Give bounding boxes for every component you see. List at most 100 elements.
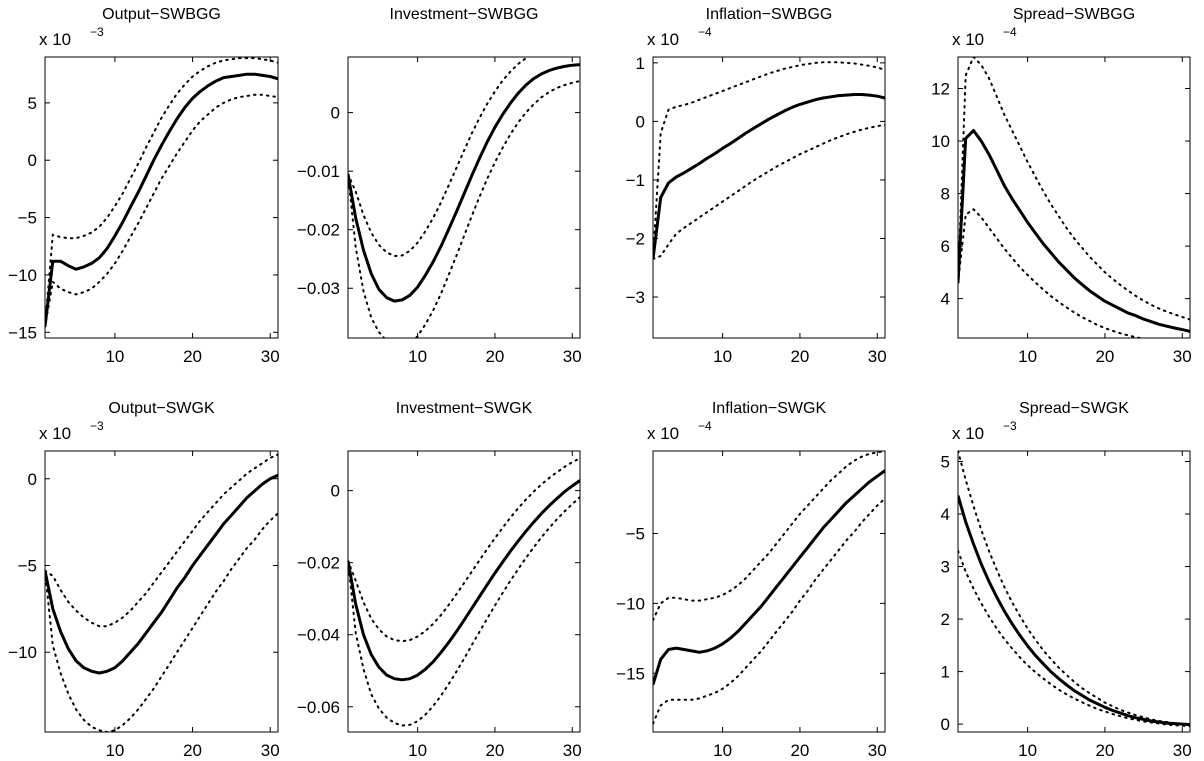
y-tick-label: 0 <box>636 112 645 131</box>
panel-title: Spread−SWGK <box>1019 400 1129 417</box>
x-tick-label: 20 <box>485 347 504 366</box>
plot-area <box>45 57 278 328</box>
x-tick-label: 10 <box>1018 741 1037 760</box>
y-tick-label: 3 <box>941 558 950 577</box>
x-tick-label: 30 <box>868 741 887 760</box>
panel: 10 20 30 −10 −5 0 Output−SWGK x 10 −3 <box>8 400 280 760</box>
axis-multiplier: x 10 <box>647 424 679 443</box>
x-tick-label: 10 <box>713 741 732 760</box>
y-tick-label: 4 <box>941 290 950 309</box>
y-tick-label: −10 <box>616 594 645 613</box>
panel: 10 20 30 −0.06 −0.04 −0.02 0 Investment−SWGK <box>297 400 582 760</box>
y-tick-label: 4 <box>941 505 950 524</box>
axes-frame <box>957 56 1191 339</box>
upper-line <box>958 57 1190 321</box>
y-tick-label: −10 <box>8 643 37 662</box>
x-tick-label: 30 <box>563 741 582 760</box>
panel: 10 20 30 −15 −10 −5 Inflation−SWGK x 10 −4 <box>616 400 887 760</box>
lower-line <box>653 123 885 260</box>
plot-area <box>348 457 580 727</box>
y-tick-label: 0 <box>28 151 37 170</box>
axes-frame <box>957 450 1191 733</box>
lower-line <box>958 549 1190 728</box>
x-tick-label: 30 <box>1173 347 1192 366</box>
x-tick-label: 20 <box>790 347 809 366</box>
x-tick-label: 30 <box>563 347 582 366</box>
panel-title: Investment−SWGK <box>396 400 533 417</box>
y-tick-label: 1 <box>941 663 950 682</box>
axes-frame <box>347 450 581 733</box>
x-tick-label: 30 <box>261 347 280 366</box>
axis-multiplier: x 10 <box>39 424 71 443</box>
axes-frame <box>652 56 886 339</box>
lower-line <box>348 496 580 727</box>
x-tick-label: 10 <box>408 347 427 366</box>
x-tick-label: 20 <box>485 741 504 760</box>
axes-frame <box>44 56 279 339</box>
x-tick-label: 10 <box>713 347 732 366</box>
axis-multiplier: x 10 <box>39 30 71 49</box>
y-tick-label: −0.01 <box>297 162 340 181</box>
plot-area <box>45 453 278 732</box>
median-line <box>45 72 278 327</box>
upper-line <box>348 57 530 258</box>
axes-frame <box>347 56 581 339</box>
y-tick-label: 8 <box>941 185 950 204</box>
median-line <box>958 495 1190 727</box>
lower-line <box>45 93 278 328</box>
panel-title: Inflation−SWBGG <box>706 6 833 23</box>
x-tick-label: 10 <box>105 741 124 760</box>
panel-title: Output−SWGK <box>108 400 215 417</box>
y-tick-label: −3 <box>626 288 645 307</box>
upper-line <box>958 451 1190 726</box>
y-tick-label: −15 <box>8 323 37 342</box>
y-tick-label: −0.04 <box>297 626 340 645</box>
panel: 10 20 30 0 1 2 3 4 5 Spread−SWGK x 10 −3 <box>941 400 1192 760</box>
x-tick-label: 20 <box>183 347 202 366</box>
upper-line <box>45 57 278 328</box>
y-tick-label: −5 <box>18 209 37 228</box>
plot-area <box>958 451 1190 728</box>
panel-title: Spread−SWBGG <box>1013 6 1135 23</box>
axis-multiplier-exponent: −4 <box>698 25 712 39</box>
lower-line <box>958 208 1145 338</box>
panel-title: Output−SWBGG <box>102 6 221 23</box>
panel: 10 20 30 −3 −2 −1 0 1 Inflation−SWBGG x 10 −4 <box>626 6 887 366</box>
axes-frame <box>44 450 279 733</box>
axis-multiplier: x 10 <box>647 30 679 49</box>
upper-line <box>45 453 278 628</box>
y-tick-label: −1 <box>626 171 645 190</box>
x-tick-label: 10 <box>1018 347 1037 366</box>
y-tick-label: −2 <box>626 229 645 248</box>
axis-multiplier-exponent: −3 <box>90 419 104 433</box>
x-tick-label: 20 <box>1095 741 1114 760</box>
axis-multiplier-exponent: −3 <box>1003 419 1017 433</box>
median-line <box>348 479 580 682</box>
plot-area <box>348 57 580 338</box>
y-tick-label: 12 <box>931 80 950 99</box>
upper-line <box>653 451 885 622</box>
upper-line <box>348 457 580 643</box>
axis-multiplier-exponent: −4 <box>1003 25 1017 39</box>
y-tick-label: 6 <box>941 237 950 256</box>
y-tick-label: 2 <box>941 610 950 629</box>
y-tick-label: 0 <box>28 470 37 489</box>
plot-area <box>958 57 1190 338</box>
y-tick-label: 1 <box>636 54 645 73</box>
upper-line <box>653 61 885 260</box>
y-tick-label: −5 <box>626 524 645 543</box>
y-tick-label: −0.06 <box>297 698 340 717</box>
axis-multiplier-exponent: −4 <box>698 419 712 433</box>
panel-title: Investment−SWBGG <box>390 6 539 23</box>
y-tick-label: 0 <box>331 104 340 123</box>
x-tick-label: 10 <box>408 741 427 760</box>
y-tick-label: −10 <box>8 266 37 285</box>
y-tick-label: 0 <box>331 482 340 501</box>
y-tick-label: 5 <box>941 453 950 472</box>
median-line <box>653 469 885 685</box>
lower-line <box>45 512 278 732</box>
y-tick-label: 10 <box>931 132 950 151</box>
x-tick-label: 30 <box>868 347 887 366</box>
x-tick-label: 20 <box>790 741 809 760</box>
